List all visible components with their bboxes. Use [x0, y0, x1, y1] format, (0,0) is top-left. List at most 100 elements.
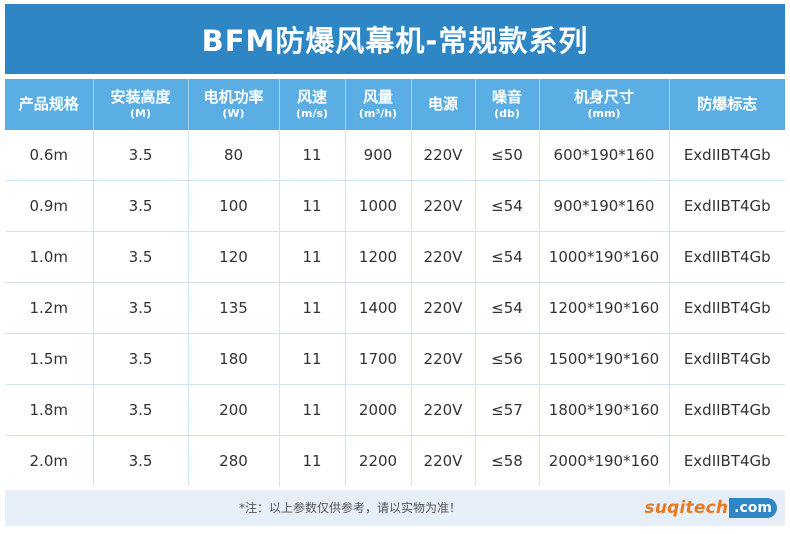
table-cell: 11 — [279, 130, 346, 181]
table-cell: 220V — [411, 231, 476, 283]
table-cell: 3.5 — [93, 333, 189, 385]
column-header-label: 机身尺寸 — [573, 88, 634, 106]
table-cell: 100 — [188, 180, 280, 232]
table-cell: 1.0m — [5, 231, 94, 283]
table-cell: ≤57 — [475, 384, 540, 436]
table-cell: ExdIIBT4Gb — [669, 130, 785, 181]
table-cell: ExdIIBT4Gb — [669, 435, 785, 486]
column-header: 电机功率 (W) — [188, 79, 280, 130]
spec-table: 产品规格 安装高度 (M) 电机功率 (W) 风速 (m/s) 风量 (m³/h) 电源 噪音 (db… — [5, 79, 785, 486]
table-cell: ≤54 — [475, 231, 540, 283]
column-header: 噪音 (db) — [475, 79, 540, 130]
column-header-label: 防爆标志 — [697, 95, 758, 113]
table-cell: ≤54 — [475, 180, 540, 232]
table-cell: 1200*190*160 — [539, 282, 670, 334]
table-cell: 1.2m — [5, 282, 94, 334]
table-cell: 220V — [411, 384, 476, 436]
table-cell: 3.5 — [93, 180, 189, 232]
table-cell: 2200 — [345, 435, 412, 486]
table-row: 2.0m 3.5 280 11 2200 220V ≤58 2000*190*160 ExdII… — [5, 435, 785, 486]
table-cell: 3.5 — [93, 282, 189, 334]
table-cell: ExdIIBT4Gb — [669, 384, 785, 436]
table-cell: 11 — [279, 180, 346, 232]
table-cell: ≤54 — [475, 282, 540, 334]
table-row: 0.6m 3.5 80 11 900 220V ≤50 600*190*160 ExdIIBT4… — [5, 130, 785, 181]
table-cell: 280 — [188, 435, 280, 486]
table-row: 1.5m 3.5 180 11 1700 220V ≤56 1500*190*160 ExdII… — [5, 333, 785, 385]
column-header-unit: (m/s) — [295, 107, 329, 120]
table-cell: 11 — [279, 231, 346, 283]
table-cell: 600*190*160 — [539, 130, 670, 181]
table-cell: 3.5 — [93, 435, 189, 486]
table-cell: 2000 — [345, 384, 412, 436]
table-cell: 1800*190*160 — [539, 384, 670, 436]
table-cell: 120 — [188, 231, 280, 283]
table-row: 1.8m 3.5 200 11 2000 220V ≤57 1800*190*160 ExdII… — [5, 384, 785, 436]
table-cell: 1500*190*160 — [539, 333, 670, 385]
table-cell: ≤50 — [475, 130, 540, 181]
column-header-label: 噪音 — [491, 88, 522, 106]
column-header-label: 产品规格 — [18, 95, 79, 113]
table-cell: 1.5m — [5, 333, 94, 385]
table-cell: 1.8m — [5, 384, 94, 436]
column-header: 防爆标志 — [669, 79, 785, 130]
site-watermark: suqitech .com — [645, 498, 777, 518]
column-header: 产品规格 — [5, 79, 94, 130]
column-header-label: 风速 — [296, 88, 327, 106]
table-cell: ExdIIBT4Gb — [669, 282, 785, 334]
watermark-name: suqitech — [644, 498, 729, 518]
table-cell: 1000*190*160 — [539, 231, 670, 283]
table-cell: 1700 — [345, 333, 412, 385]
column-header: 电源 — [411, 79, 476, 130]
column-header-label: 安装高度 — [110, 88, 171, 106]
table-cell: 3.5 — [93, 231, 189, 283]
column-header: 机身尺寸 (mm) — [539, 79, 670, 130]
table-cell: 0.6m — [5, 130, 94, 181]
table-cell: 11 — [279, 282, 346, 334]
watermark-domain: .com — [729, 498, 777, 518]
table-cell: 220V — [411, 435, 476, 486]
table-body: 0.6m 3.5 80 11 900 220V ≤50 600*190*160 ExdIIBT4… — [5, 130, 785, 486]
table-row: 1.2m 3.5 135 11 1400 220V ≤54 1200*190*160 ExdII… — [5, 282, 785, 334]
table-cell: 3.5 — [93, 384, 189, 436]
table-cell: 1000 — [345, 180, 412, 232]
column-header: 安装高度 (M) — [93, 79, 189, 130]
table-cell: 180 — [188, 333, 280, 385]
table-cell: 11 — [279, 333, 346, 385]
table-cell: 1400 — [345, 282, 412, 334]
column-header-label: 风量 — [362, 88, 393, 106]
table-cell: 0.9m — [5, 180, 94, 232]
column-header-unit: (m³/h) — [358, 107, 398, 120]
table-cell: 900 — [345, 130, 412, 181]
footer-note: *注：以上参数仅供参考，请以实物为准！ — [238, 501, 461, 515]
table-cell: 3.5 — [93, 130, 189, 181]
table-row: 0.9m 3.5 100 11 1000 220V ≤54 900*190*160 ExdIIB… — [5, 180, 785, 232]
title-bar: BFM防爆风幕机-常规款系列 — [5, 4, 785, 74]
table-cell: ≤58 — [475, 435, 540, 486]
table-cell: 11 — [279, 384, 346, 436]
column-header-label: 电源 — [427, 95, 458, 113]
table-cell: 900*190*160 — [539, 180, 670, 232]
column-header-unit: (mm) — [587, 107, 621, 120]
table-cell: 200 — [188, 384, 280, 436]
table-cell: ExdIIBT4Gb — [669, 180, 785, 232]
column-header-unit: (M) — [129, 107, 151, 120]
column-header-label: 电机功率 — [203, 88, 264, 106]
table-cell: 1200 — [345, 231, 412, 283]
table-cell: 11 — [279, 435, 346, 486]
table-cell: 220V — [411, 333, 476, 385]
table-cell: 220V — [411, 130, 476, 181]
table-cell: 2000*190*160 — [539, 435, 670, 486]
table-cell: ≤56 — [475, 333, 540, 385]
table-header-row: 产品规格 安装高度 (M) 电机功率 (W) 风速 (m/s) 风量 (m³/h) 电源 噪音 (db… — [5, 79, 785, 130]
table-cell: ExdIIBT4Gb — [669, 333, 785, 385]
column-header-unit: (W) — [222, 107, 245, 120]
page-title: BFM防爆风幕机-常规款系列 — [201, 24, 589, 58]
table-cell: 220V — [411, 282, 476, 334]
table-cell: ExdIIBT4Gb — [669, 231, 785, 283]
table-cell: 135 — [188, 282, 280, 334]
footer-bar: *注：以上参数仅供参考，请以实物为准！ suqitech .com — [5, 490, 785, 526]
table-cell: 80 — [188, 130, 280, 181]
column-header: 风量 (m³/h) — [345, 79, 412, 130]
